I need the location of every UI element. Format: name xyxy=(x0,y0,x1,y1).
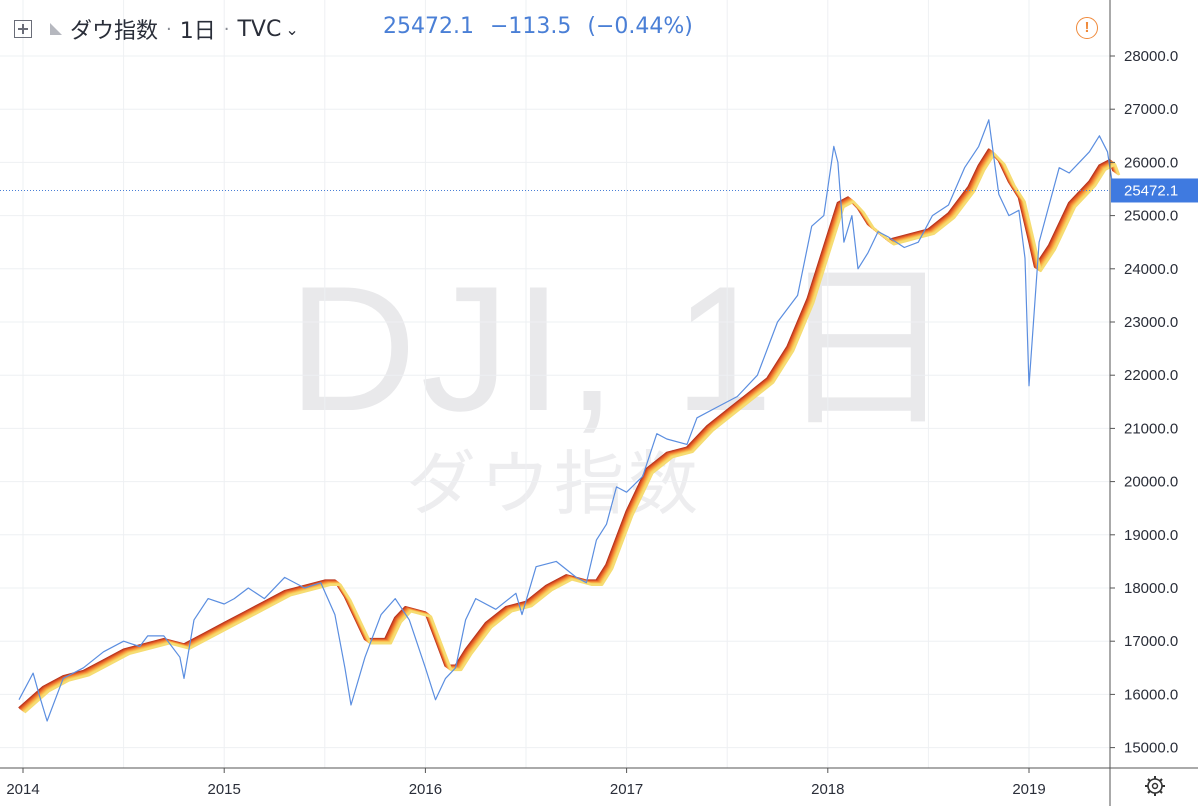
y-tick-label: 18000.0 xyxy=(1124,580,1178,597)
x-tick-label: 2019 xyxy=(1012,781,1045,798)
chevron-down-icon[interactable]: ⌄ xyxy=(285,19,299,39)
y-tick-label: 27000.0 xyxy=(1124,101,1178,118)
y-tick-label: 23000.0 xyxy=(1124,314,1178,331)
ma-ribbon-line xyxy=(19,149,1117,711)
y-tick-label: 16000.0 xyxy=(1124,686,1178,703)
last-price-tag xyxy=(1111,178,1198,203)
y-tick-label: 26000.0 xyxy=(1124,154,1178,171)
ma-ribbon-line xyxy=(20,150,1118,711)
warning-icon[interactable]: ! xyxy=(1076,17,1098,39)
interval-label[interactable]: 1日 xyxy=(179,19,216,44)
price-change: −113.5 xyxy=(489,14,572,39)
y-tick-label: 19000.0 xyxy=(1124,527,1178,544)
quote-values: 25472.1 −113.5 (−0.44%) xyxy=(383,14,693,39)
y-tick-label: 20000.0 xyxy=(1124,474,1178,491)
price-change-pct: (−0.44%) xyxy=(587,14,693,39)
y-tick-label: 25000.0 xyxy=(1124,208,1178,225)
ma-ribbon-line xyxy=(21,150,1118,712)
ma-ribbon-line xyxy=(23,152,1120,713)
ma-ribbon-line xyxy=(18,148,1115,710)
source-label[interactable]: TVC xyxy=(237,16,282,42)
y-tick-label: 22000.0 xyxy=(1124,367,1178,384)
watermark-symbol: DJI, 1日 xyxy=(288,249,959,448)
ma-ribbon-line xyxy=(22,151,1119,713)
price-axis: 15000.0 16000.0 17000.0 18000.0 19000.0 20000… xyxy=(1109,0,1198,806)
x-tick-label: 2017 xyxy=(610,781,643,798)
symbol-name[interactable]: ダウ指数 xyxy=(70,19,159,44)
y-tick-label: 15000.0 xyxy=(1124,740,1178,757)
y-tick-label: 28000.0 xyxy=(1124,48,1178,65)
y-tick-label: 17000.0 xyxy=(1124,633,1178,650)
x-tick-label: 2015 xyxy=(208,781,241,798)
price-line xyxy=(18,119,1115,722)
last-price-tag-label: 25472.1 xyxy=(1124,182,1178,199)
time-axis: 2014 2015 2016 2017 2018 2019 xyxy=(0,767,1198,798)
chart-grid xyxy=(0,0,1110,768)
x-tick-label: 2016 xyxy=(409,781,442,798)
separator-dot: · xyxy=(223,18,230,40)
ma-ribbon-line xyxy=(19,149,1116,710)
ma-ribbon-line xyxy=(23,152,1121,714)
last-price: 25472.1 xyxy=(383,14,474,39)
separator-dot: · xyxy=(166,18,172,40)
settings-gear-icon[interactable] xyxy=(1145,776,1165,796)
symbol-header: ダウ指数 · 1日 · TVC ⌄ xyxy=(14,12,299,46)
ma-ribbon xyxy=(18,148,1121,714)
symbol-flag-icon xyxy=(50,23,62,35)
y-tick-label: 24000.0 xyxy=(1124,261,1178,278)
price-series xyxy=(18,119,1115,722)
expand-icon[interactable] xyxy=(14,20,32,38)
x-tick-label: 2014 xyxy=(6,781,39,798)
x-tick-label: 2018 xyxy=(811,781,844,798)
y-tick-label: 21000.0 xyxy=(1124,420,1178,437)
